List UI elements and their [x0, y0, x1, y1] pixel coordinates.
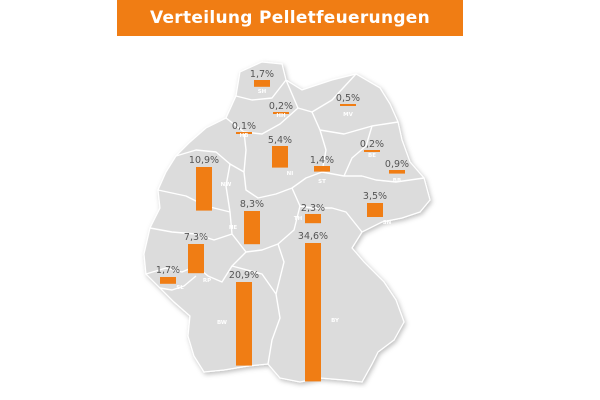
value-labels: 1,7% 0,2% 0,5% 0,1% 5,4% 0,2% 1,4% 0,9% …	[156, 69, 409, 281]
value-label-ni: 5,4%	[268, 135, 292, 146]
bar-hh	[273, 112, 289, 114]
page-title: Verteilung Pelletfeuerungen	[149, 8, 431, 28]
bar-th	[305, 214, 321, 224]
bar-rp	[188, 244, 204, 274]
value-label-nw: 10,9%	[189, 155, 219, 166]
state-code-mv: MV	[343, 112, 353, 118]
state-code-sl: SL	[176, 285, 184, 291]
value-label-mv: 0,5%	[336, 93, 360, 104]
state-code-by: BY	[331, 318, 340, 324]
state-code-bw: BW	[217, 320, 227, 326]
value-label-be: 0,2%	[360, 139, 384, 150]
state-code-sn: SN	[383, 220, 392, 226]
bar-st	[314, 166, 330, 172]
bar-be	[364, 150, 380, 152]
state-code-st: ST	[318, 179, 326, 185]
state-code-ni: NI	[287, 171, 294, 177]
state-code-nw: NW	[221, 182, 232, 188]
germany-outline	[143, 61, 431, 383]
bar-bb	[389, 170, 405, 174]
value-label-hb: 0,1%	[232, 121, 256, 132]
bar-he	[244, 211, 260, 245]
value-label-he: 8,3%	[240, 199, 264, 210]
value-label-sn: 3,5%	[363, 191, 387, 202]
bar-ni	[272, 146, 288, 168]
value-label-th: 2,3%	[301, 203, 325, 214]
state-code-hb: HB	[240, 133, 249, 139]
value-label-hh: 0,2%	[269, 101, 293, 112]
title-banner: Verteilung Pelletfeuerungen	[117, 0, 463, 36]
bar-bw	[236, 282, 252, 366]
bar-nw	[196, 167, 212, 211]
state-code-sh: SH	[258, 89, 267, 95]
state-code-hh: HH	[276, 113, 286, 119]
value-label-sh: 1,7%	[250, 69, 274, 80]
value-label-by: 34,6%	[298, 231, 328, 242]
state-abbreviations: SH HH MV HB NI BE ST BB NW HE TH SN RP S…	[176, 89, 401, 326]
bar-sh	[254, 80, 270, 87]
value-label-sl: 1,7%	[156, 265, 180, 276]
value-label-rp: 7,3%	[184, 232, 208, 243]
state-code-bb: BB	[393, 178, 401, 184]
value-label-bb: 0,9%	[385, 159, 409, 170]
state-borders	[145, 73, 425, 365]
state-code-rp: RP	[203, 278, 211, 284]
bar-by	[305, 243, 321, 382]
value-label-bw: 20,9%	[229, 270, 259, 281]
bar-hb	[236, 132, 252, 134]
state-code-be: BE	[368, 153, 376, 159]
bar-sl	[160, 277, 176, 284]
bar-sn	[367, 203, 383, 217]
value-label-st: 1,4%	[310, 155, 334, 166]
state-code-th: TH	[294, 216, 303, 222]
bar-group	[160, 80, 405, 382]
state-code-he: HE	[229, 225, 238, 231]
bar-mv	[340, 104, 356, 106]
